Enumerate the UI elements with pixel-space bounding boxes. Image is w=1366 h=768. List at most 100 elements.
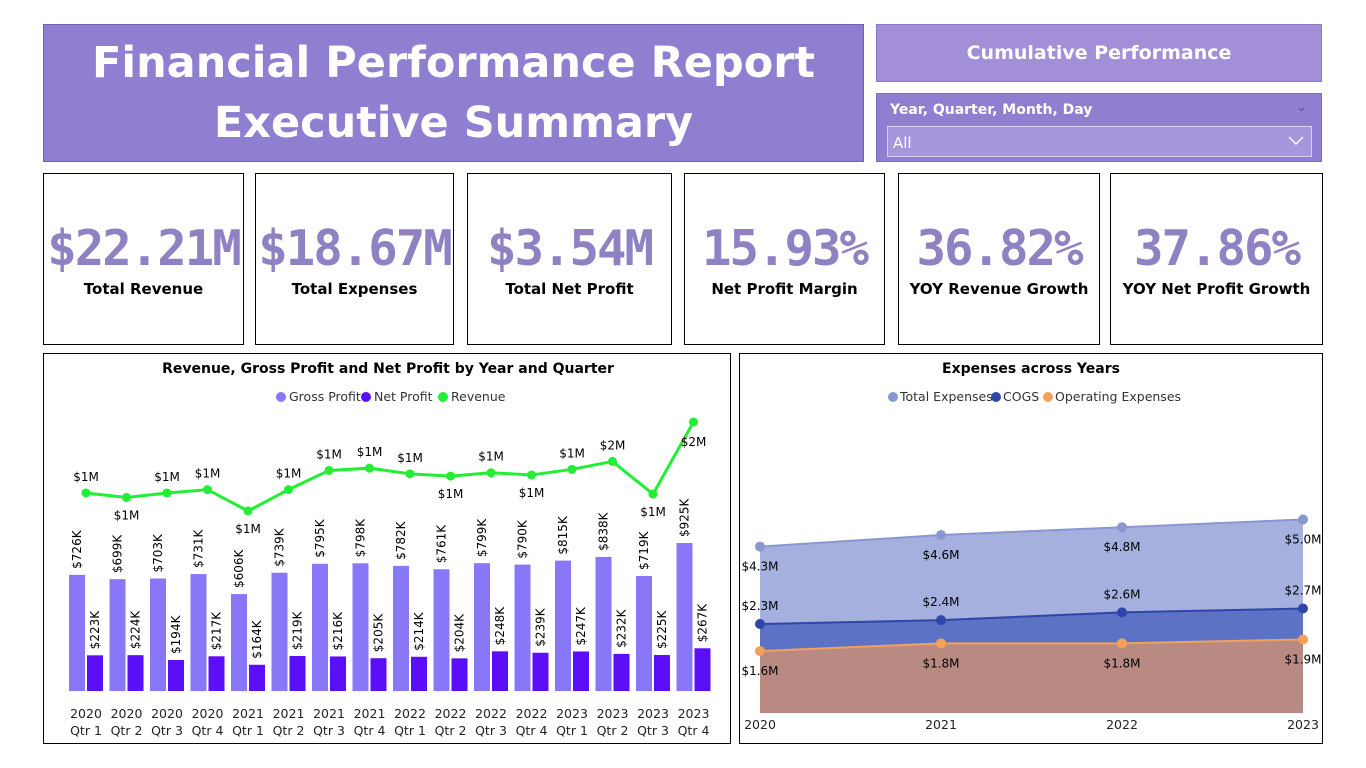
kpi-value: 37.86% [1133,220,1301,277]
x-tick-label-year: 2021 [232,706,264,721]
x-tick-label-quarter: Qtr 4 [192,723,224,738]
net-profit-data-label: $217K [210,611,224,651]
net-profit-data-label: $204K [453,613,467,653]
revenue-profit-chart: Revenue, Gross Profit and Net Profit by … [69,361,711,738]
total-expenses-line [759,518,1304,548]
x-tick-label-quarter: Qtr 1 [556,723,588,738]
net-profit-data-label: $239K [534,607,548,647]
cogs-point [936,615,946,626]
kpi-label: Total Expenses [291,280,418,298]
date-slicer: Year, Quarter, Month, Day ⌄ All [876,93,1322,162]
revenue-point [324,465,334,475]
legend-item-revenue[interactable]: Revenue [451,389,506,404]
legend-item-net-profit[interactable]: Net Profit [374,389,433,404]
total-expenses-data-label: $5.0M [1284,533,1321,547]
legend-marker-revenue [438,392,448,402]
collapse-chevron-icon[interactable]: ⌄ [1296,100,1307,115]
gross-profit-data-label: $925K [678,497,692,537]
legend-item-cogs[interactable]: COGS [1003,389,1039,404]
kpi-total-revenue: $22.21M Total Revenue [43,173,244,345]
x-tick-label-quarter: Qtr 1 [70,723,102,738]
net-profit-bar [573,651,589,691]
gross-profit-bar [474,563,490,691]
x-tick-label-year: 2021 [313,706,345,721]
revenue-point [486,468,496,478]
total-expenses-data-label: $4.6M [922,548,959,562]
expenses-chart: Expenses across Years Total Expenses COG… [741,361,1321,732]
net-profit-bar [127,655,144,691]
kpi-yoy-net-profit-growth: 37.86% YOY Net Profit Growth [1110,173,1323,345]
net-profit-data-label: $205K [372,613,386,653]
gross-profit-data-label: $798K [354,518,368,558]
chevron-down-icon [1288,136,1304,146]
expenses-chart-panel: Expenses across Years Total Expenses COG… [739,353,1323,744]
net-profit-bar [208,656,225,691]
gross-profit-bar [676,543,693,691]
x-tick-label-quarter: Qtr 3 [637,723,669,738]
net-profit-bar [168,659,184,691]
total-expenses-point [755,541,765,552]
x-tick-label-year: 2021 [354,706,386,721]
x-tick-label-year: 2023 [637,706,669,721]
x-tick-label-year: 2023 [556,706,588,721]
gross-profit-bar [555,560,571,691]
net-profit-bar [613,653,630,691]
net-profit-bar [289,655,306,691]
total-expenses-point [1117,522,1127,533]
kpi-yoy-revenue-growth: 36.82% YOY Revenue Growth [898,173,1100,345]
legend-item-total-expenses[interactable]: Total Expenses [899,389,993,404]
net-profit-bar [411,656,427,691]
kpi-net-profit-margin: 15.93% Net Profit Margin [684,173,885,345]
x-tick-label-quarter: Qtr 4 [678,723,710,738]
x-tick-label-year: 2022 [516,706,548,721]
net-profit-data-label: $224K [129,610,143,650]
operating-expenses-data-label: $1.8M [922,656,959,670]
net-profit-data-label: $214K [412,611,426,651]
revenue-data-label: $2M [681,435,707,449]
net-profit-bar [654,655,670,691]
net-profit-bar [330,656,346,691]
revenue-point [162,488,172,498]
kpi-label: YOY Revenue Growth [909,280,1089,298]
x-tick-label-year: 2020 [151,706,183,721]
gross-profit-bar [352,563,369,691]
gross-profit-data-label: $761K [435,524,449,564]
total-expenses-data-label: $4.3M [741,560,778,574]
x-tick-label-year: 2020 [111,706,143,721]
cumulative-performance-button[interactable]: Cumulative Performance [876,24,1322,82]
x-tick-label-year: 2022 [394,706,426,721]
revenue-point [243,506,253,516]
gross-profit-data-label: $739K [273,527,287,567]
revenue-data-label: $1M [73,470,99,484]
gross-profit-data-label: $719K [637,530,651,570]
chart-legend: Gross Profit Net Profit Revenue [276,389,506,404]
gross-profit-data-label: $699K [111,534,125,574]
revenue-point [122,492,131,502]
report-title-banner: Financial Performance Report Executive S… [43,24,864,162]
date-slicer-dropdown[interactable]: All [887,126,1312,157]
revenue-data-label: $1M [357,445,383,459]
revenue-data-label: $2M [600,438,626,452]
operating-expenses-point [1117,638,1127,649]
gross-profit-data-label: $726K [70,529,84,569]
net-profit-bar [694,648,711,691]
net-profit-data-label: $225K [655,609,669,649]
legend-item-operating-expenses[interactable]: Operating Expenses [1055,389,1181,404]
x-tick-label-year: 2020 [192,706,224,721]
legend-item-gross-profit[interactable]: Gross Profit [289,389,361,404]
gross-profit-bar [190,574,207,691]
gross-profit-data-label: $795K [313,518,327,558]
x-tick-label-quarter: Qtr 3 [313,723,345,738]
slicer-selected-value: All [893,134,912,152]
revenue-data-label: $1M [195,467,221,481]
revenue-data-label: $1M [640,505,666,519]
cogs-point [1298,603,1308,614]
x-tick-label-quarter: Qtr 3 [151,723,183,738]
revenue-data-label: $1M [519,486,545,500]
gross-profit-data-label: $606K [232,549,246,589]
total-expenses-point [936,529,946,540]
kpi-value: $22.21M [47,220,242,277]
gross-profit-bar [595,556,612,691]
cogs-line [759,607,1304,625]
kpi-label: YOY Net Profit Growth [1122,280,1311,298]
